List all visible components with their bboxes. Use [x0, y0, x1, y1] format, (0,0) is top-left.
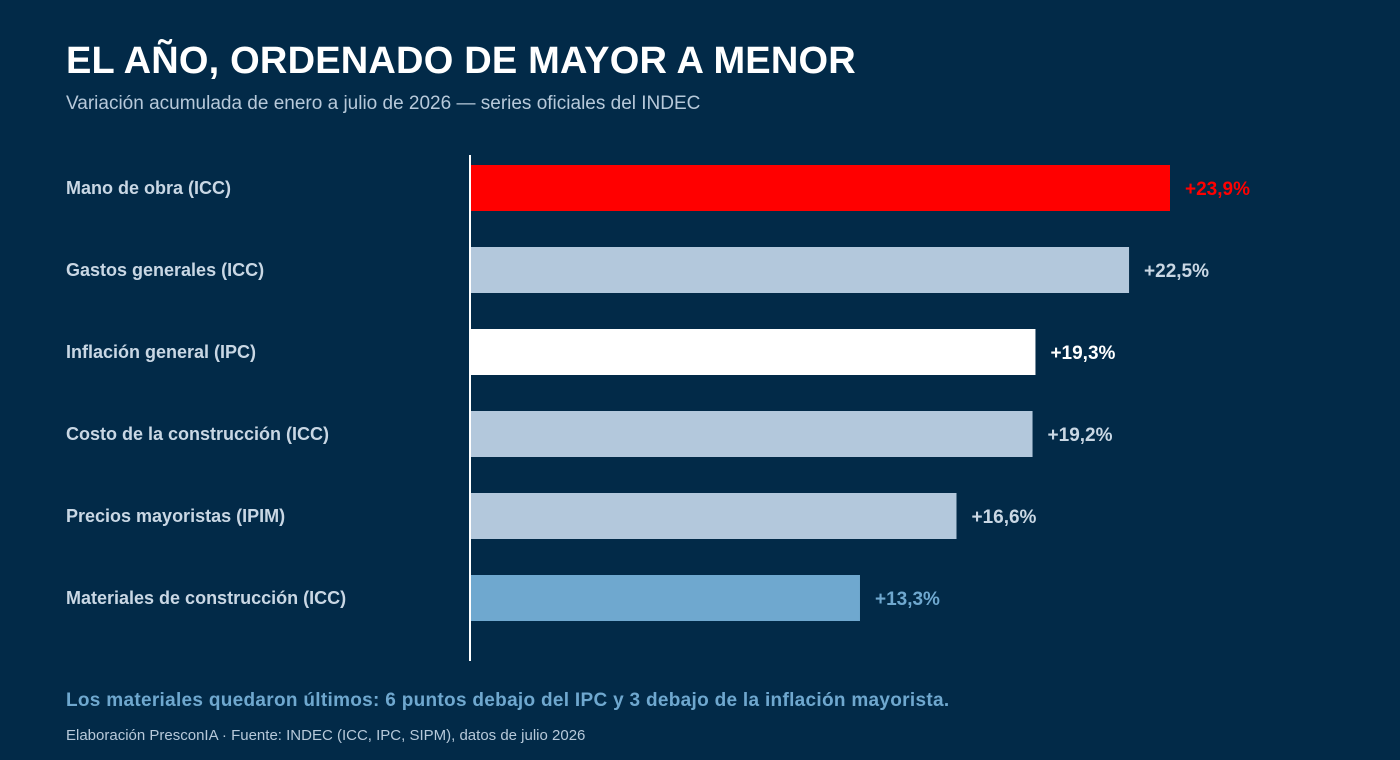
- category-label-inflacion-general-ipc: Inflación general (IPC): [66, 342, 256, 362]
- bar-mano-de-obra-icc: [471, 165, 1170, 211]
- category-label-mano-de-obra-icc: Mano de obra (ICC): [66, 178, 231, 198]
- value-label-materiales-de-construccion-icc: +13,3%: [875, 589, 940, 610]
- category-label-materiales-de-construccion-icc: Materiales de construcción (ICC): [66, 588, 346, 608]
- chart-subtitle: Variación acumulada de enero a julio de …: [66, 93, 701, 114]
- category-label-gastos-generales-icc: Gastos generales (ICC): [66, 260, 264, 280]
- bar-gastos-generales-icc: [471, 247, 1130, 293]
- bar-inflacion-general-ipc: [471, 329, 1036, 375]
- chart-title: EL AÑO, ORDENADO DE MAYOR A MENOR: [66, 40, 856, 82]
- value-label-precios-mayoristas-ipim: +16,6%: [971, 507, 1036, 528]
- bar-costo-de-la-construccion-icc: [471, 411, 1033, 457]
- chart-annotation: Los materiales quedaron últimos: 6 punto…: [66, 690, 950, 711]
- category-label-precios-mayoristas-ipim: Precios mayoristas (IPIM): [66, 506, 285, 526]
- bars-group: Mano de obra (ICC) +23,9% Gastos generales…: [66, 165, 1250, 621]
- value-label-gastos-generales-icc: +22,5%: [1144, 261, 1209, 282]
- chart-source: Elaboración PresconIA · Fuente: INDEC (I…: [66, 727, 586, 744]
- bar-materiales-de-construccion-icc: [471, 575, 860, 621]
- value-label-mano-de-obra-icc: +23,9%: [1185, 179, 1250, 200]
- category-label-costo-de-la-construccion-icc: Costo de la construcción (ICC): [66, 424, 329, 444]
- value-label-inflacion-general-ipc: +19,3%: [1050, 343, 1115, 364]
- value-label-costo-de-la-construccion-icc: +19,2%: [1048, 425, 1113, 446]
- bar-precios-mayoristas-ipim: [471, 493, 957, 539]
